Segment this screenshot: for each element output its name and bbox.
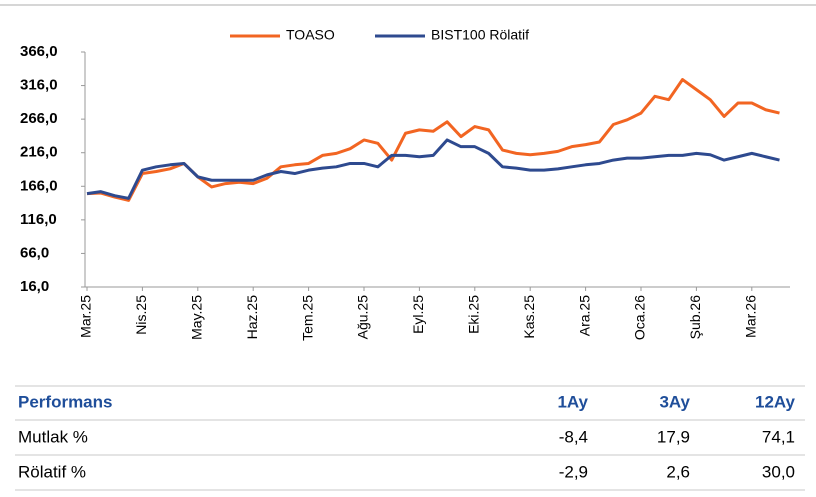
y-tick-label: 166,0 — [20, 177, 58, 194]
x-tick-label: Nis.25 — [133, 295, 149, 335]
x-tick-label: Eyl.25 — [410, 295, 426, 334]
x-tick-label: Şub.26 — [687, 295, 703, 340]
x-tick-label: Mar.25 — [78, 295, 94, 338]
legend-label: BIST100 Rölatif — [431, 27, 529, 43]
y-tick-label: 16,0 — [20, 278, 49, 295]
x-tick-label: Ağu.25 — [355, 295, 371, 340]
table-cell: -2,9 — [559, 462, 588, 481]
table-cell: Rölatif % — [18, 462, 86, 481]
x-tick-label: Ara.25 — [576, 295, 592, 336]
table-cell: 74,1 — [762, 427, 795, 446]
series-line — [86, 78, 780, 202]
table-cell: -8,4 — [559, 427, 588, 446]
y-tick-label: 116,0 — [20, 211, 57, 228]
table-cell: 2,6 — [666, 462, 690, 481]
x-tick-label: May.25 — [189, 295, 205, 340]
legend-label: TOASO — [286, 27, 335, 43]
series-line — [86, 138, 780, 200]
table-cell: 30,0 — [762, 462, 795, 481]
x-tick-label: Tem.25 — [299, 295, 315, 341]
x-tick-label: Haz.25 — [244, 295, 260, 340]
x-tick-label: Oca.26 — [632, 295, 648, 340]
y-tick-label: 316,0 — [20, 77, 58, 94]
x-tick-label: Eki.25 — [466, 295, 482, 334]
y-tick-label: 66,0 — [20, 244, 49, 261]
x-tick-label: Kas.25 — [521, 295, 537, 339]
y-tick-label: 366,0 — [20, 43, 58, 60]
y-tick-label: 216,0 — [20, 144, 58, 161]
table-header: 1Ay — [557, 392, 588, 411]
table-cell: 17,9 — [657, 427, 690, 446]
table-cell: Mutlak % — [18, 427, 88, 446]
y-tick-label: 266,0 — [20, 110, 58, 127]
table-header: Performans — [18, 392, 112, 411]
table-header: 12Ay — [755, 392, 796, 411]
table-header: 3Ay — [659, 392, 690, 411]
x-tick-label: Mar.26 — [743, 295, 759, 338]
